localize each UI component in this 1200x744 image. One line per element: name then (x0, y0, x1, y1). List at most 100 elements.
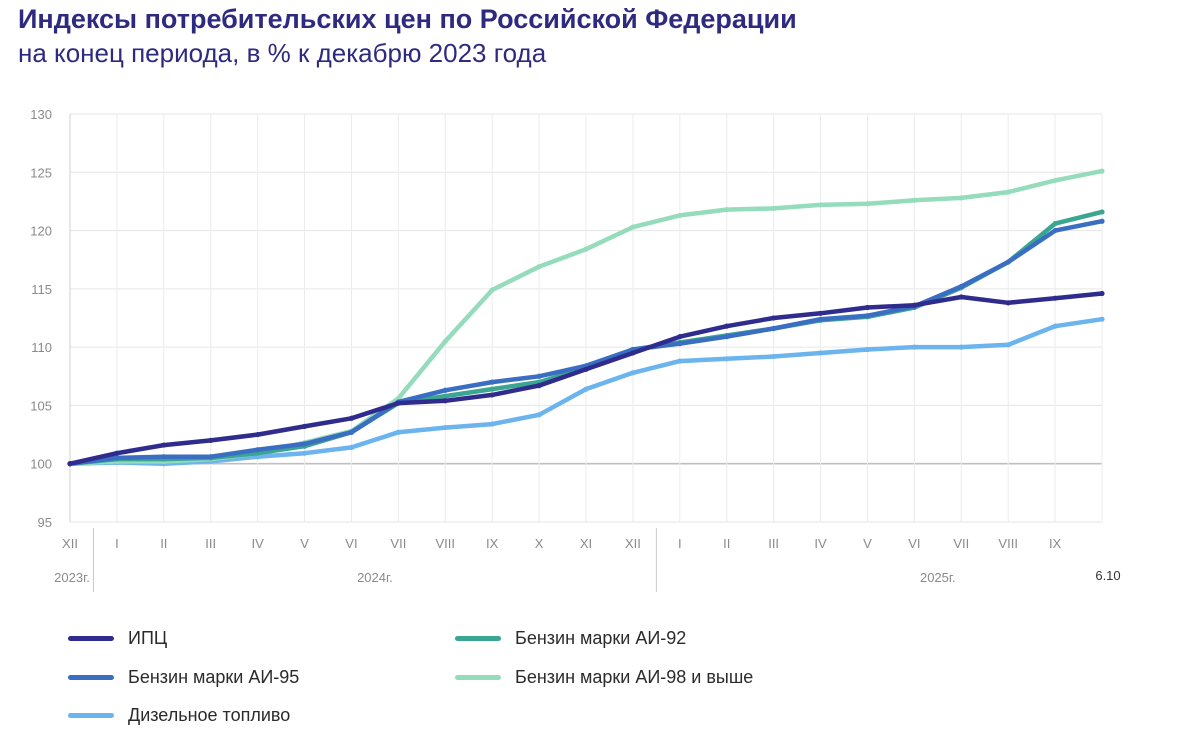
data-point-cpi (301, 423, 308, 430)
data-point-diesel (1099, 316, 1105, 322)
data-point-ai98 (817, 202, 824, 208)
data-point-ai95 (1052, 227, 1058, 234)
data-point-diesel (348, 444, 355, 450)
data-point-ai95 (114, 455, 120, 461)
data-point-cpi (255, 431, 261, 438)
data-point-cpi (348, 415, 355, 421)
data-point-ai98 (536, 264, 542, 270)
data-point-cpi (161, 442, 167, 448)
data-point-cpi (208, 437, 214, 443)
year-label: 2023г. (54, 570, 90, 585)
data-point-cpi (67, 461, 73, 467)
data-point-ai98 (583, 246, 589, 252)
data-point-diesel (817, 350, 824, 356)
x-tick-label: IV (814, 536, 827, 551)
y-tick-label: 105 (30, 398, 52, 413)
data-point-diesel (1005, 342, 1011, 348)
data-point-ai98 (442, 338, 448, 344)
data-point-ai92 (489, 386, 495, 392)
data-point-cpi (1052, 295, 1058, 301)
data-point-cpi (1005, 300, 1011, 306)
data-point-cpi (911, 302, 917, 308)
data-point-cpi (114, 450, 120, 456)
data-point-ai98 (771, 205, 777, 212)
data-point-diesel (583, 386, 589, 392)
data-point-ai98 (864, 201, 871, 207)
x-tick-label: III (205, 536, 216, 551)
y-tick-label: 95 (38, 515, 52, 530)
data-point-cpi (817, 310, 824, 316)
data-point-cpi (958, 294, 964, 300)
y-tick-label: 115 (31, 282, 52, 297)
x-tick-label: VII (953, 536, 969, 551)
x-tick-label: IX (1049, 536, 1062, 551)
data-point-cpi (395, 400, 401, 406)
data-point-diesel (442, 424, 448, 431)
x-tick-label: II (160, 536, 167, 551)
data-point-ai98 (1052, 177, 1058, 184)
x-tick-label: I (115, 536, 119, 551)
x-tick-label: VIII (436, 536, 456, 551)
year-label: 2024г. (357, 570, 393, 585)
data-point-ai95 (301, 441, 308, 447)
data-point-cpi (583, 366, 589, 372)
data-point-ai95 (771, 325, 777, 332)
data-point-ai95 (208, 454, 214, 460)
data-point-ai98 (1099, 168, 1105, 174)
y-tick-label: 125 (30, 165, 52, 180)
data-point-diesel (1052, 323, 1058, 329)
data-point-cpi (536, 383, 542, 389)
series-lines (67, 168, 1105, 467)
data-point-cpi (677, 334, 683, 340)
x-tick-label: II (723, 536, 730, 551)
data-point-ai95 (958, 283, 964, 290)
x-tick-label: III (768, 536, 779, 551)
data-point-ai95 (864, 313, 871, 319)
data-point-ai98 (630, 224, 636, 230)
data-point-cpi (442, 398, 448, 404)
data-point-diesel (301, 450, 308, 456)
data-point-cpi (630, 350, 636, 356)
x-tick-label: XI (580, 536, 592, 551)
x-tick-label: IX (486, 536, 499, 551)
data-point-ai95 (489, 379, 495, 385)
x-tick-label: VIII (998, 536, 1018, 551)
y-tick-label: 130 (30, 107, 52, 122)
data-point-ai95 (536, 373, 542, 379)
x-tick-label: XII (625, 536, 641, 551)
data-point-ai95 (677, 341, 683, 347)
data-point-ai98 (677, 212, 683, 219)
data-point-ai95 (161, 454, 167, 460)
y-tick-label: 100 (30, 457, 52, 472)
data-point-cpi (864, 304, 871, 311)
data-point-diesel (911, 344, 917, 350)
grid (69, 113, 1103, 523)
data-point-diesel (630, 370, 636, 376)
data-point-ai95 (442, 387, 448, 393)
data-point-cpi (771, 315, 777, 321)
x-tick-label: X (535, 536, 544, 551)
data-point-ai98 (489, 287, 495, 293)
data-point-ai92 (1052, 220, 1058, 227)
data-point-diesel (771, 353, 777, 360)
data-point-ai92 (1099, 209, 1105, 215)
x-tick-label: V (863, 536, 872, 551)
data-point-diesel (864, 346, 871, 353)
data-point-ai98 (1005, 189, 1011, 195)
data-point-diesel (958, 344, 964, 350)
data-point-diesel (395, 429, 401, 435)
y-tick-label: 120 (30, 224, 52, 239)
x-tick-label: I (678, 536, 682, 551)
data-point-ai95 (255, 447, 261, 453)
data-point-diesel (489, 421, 495, 427)
data-point-diesel (724, 356, 730, 362)
x-tick-label: VI (908, 536, 920, 551)
data-point-diesel (536, 412, 542, 418)
data-point-ai95 (348, 429, 355, 435)
data-point-ai95 (724, 334, 730, 340)
data-point-cpi (1099, 290, 1105, 297)
x-tick-label: VI (345, 536, 357, 551)
x-tick-label: XII (62, 536, 78, 551)
year-label: 2025г. (920, 570, 956, 585)
